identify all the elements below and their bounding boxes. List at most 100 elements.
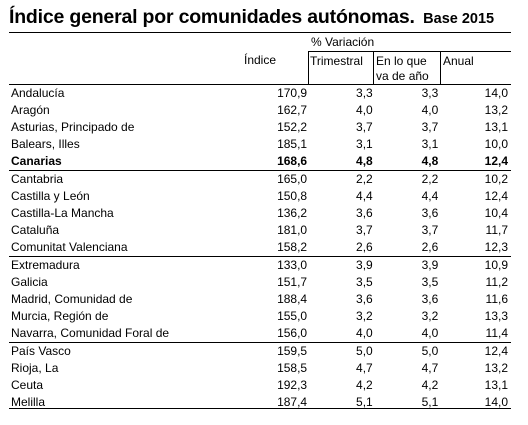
cell-en-lo-que-va-de-anio: 4,7	[421, 361, 439, 375]
row-name: Balears, Illes	[11, 137, 80, 151]
cell-en-lo-que-va-de-anio: 2,2	[375, 170, 442, 188]
header-en-lo-que: En lo que	[376, 54, 427, 68]
cell-trimestral: 3,9	[310, 256, 376, 274]
page-title: Índice general por comunidades autónomas…	[9, 6, 519, 32]
table-row: Rioja, La 158,5 4,7 4,7 13,2	[9, 360, 511, 377]
cell-en-lo-que-va-de-anio: 4,0	[421, 103, 439, 117]
row-name: Cataluña	[11, 223, 60, 237]
cell-en-lo-que-va-de-anio: 4,0	[421, 326, 439, 340]
cell-trimestral: 4,4	[356, 189, 373, 203]
variacion-underline	[308, 51, 511, 52]
header-va-de-anio: va de año	[376, 69, 429, 83]
row-name: Galicia	[11, 275, 48, 289]
cell-trimestral: 3,6	[356, 292, 373, 306]
cell-anual: 13,3	[484, 309, 508, 323]
row-name: Castilla y León	[11, 189, 90, 203]
row-name: Extremadura	[9, 256, 243, 274]
cell-trimestral: 3,7	[356, 120, 373, 134]
cell-en-lo-que-va-de-anio: 3,6	[421, 292, 439, 306]
cell-trimestral: 3,2	[356, 309, 373, 323]
table-row: Andalucía 170,9 3,3 3,3 14,0	[9, 85, 511, 102]
row-name: Andalucía	[11, 86, 65, 100]
header-trimestral: Trimestral	[310, 54, 363, 68]
cell-en-lo-que-va-de-anio: 2,6	[421, 240, 439, 254]
cell-trimestral: 3,5	[356, 275, 373, 289]
table-row: Madrid, Comunidad de 188,4 3,6 3,6 11,6	[9, 291, 511, 308]
cell-indice: 159,5	[242, 342, 311, 360]
cell-en-lo-que-va-de-anio: 3,6	[421, 206, 439, 220]
cell-indice: 181,0	[277, 223, 308, 237]
cell-indice: 150,8	[277, 189, 308, 203]
row-name: Comunitat Valenciana	[11, 240, 128, 254]
cell-trimestral: 5,0	[310, 342, 376, 360]
cell-trimestral: 4,7	[356, 361, 373, 375]
cell-indice: 158,5	[277, 361, 308, 375]
cell-indice: 185,1	[277, 137, 308, 151]
cell-anual: 12,4	[484, 154, 508, 168]
cell-anual: 10,2	[441, 170, 511, 188]
cell-indice: 136,2	[277, 206, 308, 220]
cell-trimestral: 2,6	[356, 240, 373, 254]
table-row: Navarra, Comunidad Foral de 156,0 4,0 4,0 11…	[9, 325, 511, 343]
row-name: País Vasco	[9, 342, 243, 360]
table-row: Castilla-La Mancha 136,2 3,6 3,6 10,4	[9, 205, 511, 222]
header-indice: Índice	[244, 53, 277, 67]
table-row: Ceuta 192,3 4,2 4,2 13,1	[9, 377, 511, 394]
cell-trimestral: 3,1	[356, 137, 373, 151]
cell-en-lo-que-va-de-anio: 3,3	[421, 86, 439, 100]
cell-anual: 12,3	[484, 240, 508, 254]
row-name: Navarra, Comunidad Foral de	[11, 326, 170, 340]
table-row: Comunitat Valenciana 158,2 2,6 2,6 12,3	[9, 239, 511, 257]
cell-anual: 13,1	[484, 120, 508, 134]
cell-anual: 11,6	[485, 292, 508, 306]
row-name: Canarias	[11, 154, 62, 168]
cell-anual: 13,1	[484, 378, 508, 392]
table-bottom-line	[9, 408, 511, 409]
cell-anual: 10,9	[441, 256, 511, 274]
table-row: Murcia, Región de 155,0 3,2 3,2 13,3	[9, 308, 511, 325]
cell-anual: 11,4	[485, 326, 508, 340]
cell-anual: 14,0	[484, 86, 508, 100]
cell-en-lo-que-va-de-anio: 3,1	[421, 137, 439, 151]
row-name: Murcia, Región de	[11, 309, 109, 323]
cell-anual: 12,4	[441, 342, 511, 360]
row-name: Asturias, Principado de	[11, 120, 135, 134]
header-variacion: % Variación	[311, 35, 375, 49]
cell-trimestral: 3,6	[356, 206, 373, 220]
header-separator	[440, 51, 441, 85]
cell-trimestral: 3,3	[356, 86, 373, 100]
cell-trimestral: 2,2	[310, 170, 376, 188]
table-row: Castilla y León 150,8 4,4 4,4 12,4	[9, 188, 511, 205]
cell-trimestral: 4,2	[356, 378, 373, 392]
cell-anual: 13,2	[484, 103, 508, 117]
cell-anual: 14,0	[484, 395, 508, 409]
table-row: País Vasco 159,5 5,0 5,0 12,4	[9, 342, 511, 360]
cell-indice: 188,4	[277, 292, 308, 306]
cell-en-lo-que-va-de-anio: 4,4	[421, 189, 439, 203]
cell-indice: 187,4	[277, 395, 308, 409]
title-text: Índice general por comunidades autónomas…	[9, 6, 415, 28]
cell-indice: 162,7	[277, 103, 308, 117]
cell-en-lo-que-va-de-anio: 4,8	[421, 154, 439, 168]
cell-indice: 151,7	[277, 275, 308, 289]
cell-en-lo-que-va-de-anio: 3,9	[375, 256, 442, 274]
title-base: Base 2015	[423, 11, 495, 27]
cell-trimestral: 4,0	[356, 326, 373, 340]
header-anual: Anual	[443, 54, 474, 68]
row-name: Rioja, La	[11, 361, 59, 375]
row-name: Cantabria	[9, 170, 243, 188]
row-name: Madrid, Comunidad de	[11, 292, 133, 306]
cell-en-lo-que-va-de-anio: 5,1	[421, 395, 439, 409]
header-bottom-line	[9, 84, 511, 85]
cell-indice: 165,0	[242, 170, 311, 188]
cell-anual: 11,7	[485, 223, 508, 237]
cell-indice: 170,9	[277, 86, 308, 100]
cell-indice: 156,0	[277, 326, 308, 340]
row-name: Aragón	[11, 103, 50, 117]
table-row: Galicia 151,7 3,5 3,5 11,2	[9, 274, 511, 291]
cell-en-lo-que-va-de-anio: 3,7	[421, 223, 439, 237]
cell-anual: 12,4	[484, 189, 508, 203]
table-row: Aragón 162,7 4,0 4,0 13,2	[9, 102, 511, 119]
cell-indice: 168,6	[277, 154, 308, 168]
cell-indice: 133,0	[242, 256, 311, 274]
